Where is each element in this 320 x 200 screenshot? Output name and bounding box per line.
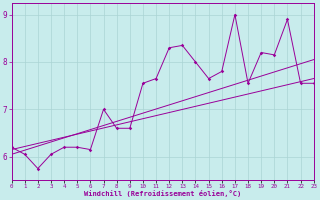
X-axis label: Windchill (Refroidissement éolien,°C): Windchill (Refroidissement éolien,°C) (84, 190, 241, 197)
